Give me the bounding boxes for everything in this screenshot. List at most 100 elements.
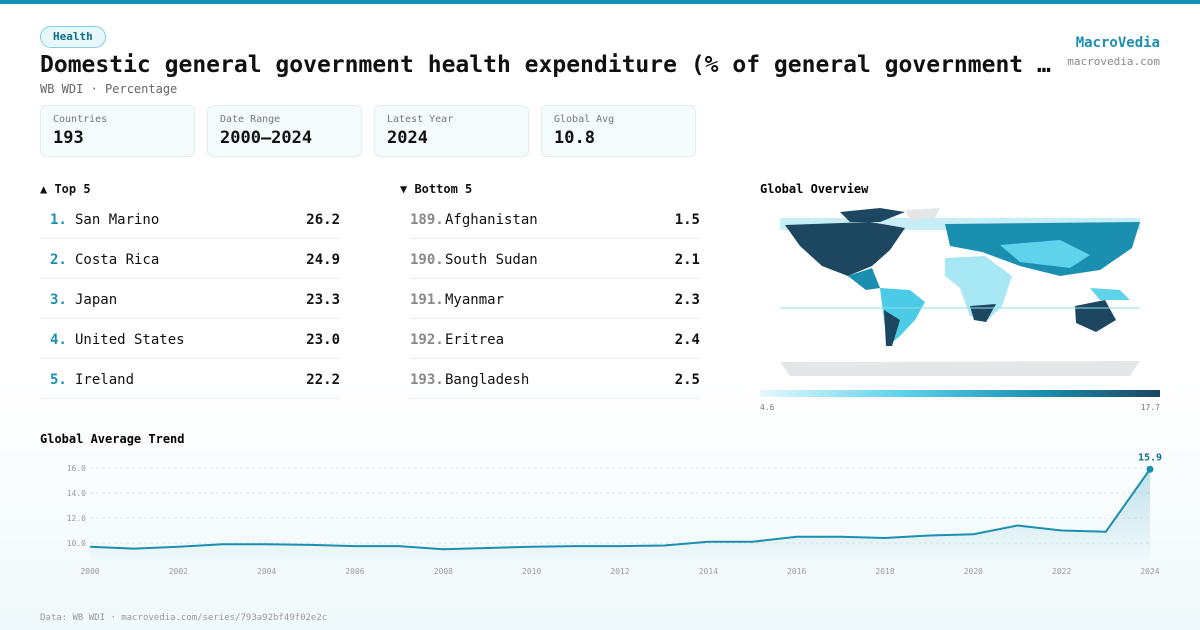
y-tick-label: 10.0: [67, 539, 86, 548]
site-url: macrovedia.com: [1067, 55, 1160, 68]
row-separator: [410, 398, 700, 399]
country-value: 24.9: [306, 252, 340, 268]
rank: 1.: [50, 212, 67, 228]
rank: 192.: [410, 332, 444, 348]
country-name: Eritrea: [445, 332, 505, 348]
country-name: San Marino: [75, 212, 160, 228]
rank: 4.: [50, 332, 67, 348]
x-tick-label: 2018: [875, 567, 894, 576]
stat-card: Date Range 2000–2024: [207, 105, 362, 157]
country-value: 1.5: [674, 212, 700, 228]
legend-min: 4.6: [760, 403, 775, 412]
country-name: Ireland: [75, 372, 135, 388]
stat-label: Global Avg: [554, 114, 615, 125]
country-name: Japan: [75, 292, 118, 308]
country-value: 22.2: [306, 372, 340, 388]
x-tick-label: 2012: [610, 567, 629, 576]
x-tick-label: 2020: [964, 567, 983, 576]
land: [905, 208, 940, 220]
stat-value: 193: [53, 128, 84, 148]
row-separator: [410, 278, 700, 279]
subtitle: WB WDI · Percentage: [40, 82, 178, 96]
rank: 5.: [50, 372, 67, 388]
land: [1000, 240, 1090, 268]
brand: MacroVedia: [1075, 35, 1160, 51]
y-tick-label: 12.0: [67, 514, 86, 523]
country-value: 23.0: [306, 332, 340, 348]
country-value: 23.3: [306, 292, 340, 308]
country-value: 26.2: [306, 212, 340, 228]
bottom-title: ▼ Bottom 5: [400, 182, 473, 196]
world-map: [780, 208, 1140, 376]
stat-value: 10.8: [554, 128, 595, 148]
x-tick-label: 2008: [434, 567, 453, 576]
stat-label: Date Range: [220, 114, 281, 125]
stat-card: Countries 193: [40, 105, 195, 157]
rank: 193.: [410, 372, 444, 388]
stat-label: Countries: [53, 114, 108, 125]
land: [1090, 288, 1130, 300]
x-tick-label: 2022: [1052, 567, 1071, 576]
map-title: Global Overview: [760, 182, 869, 196]
end-label: 15.9: [1138, 452, 1162, 463]
country-value: 2.1: [674, 252, 700, 268]
country-name: South Sudan: [445, 252, 538, 268]
top-title: ▲ Top 5: [40, 182, 91, 196]
stat-label: Latest Year: [387, 114, 454, 125]
row-separator: [40, 358, 340, 359]
country-name: Bangladesh: [445, 372, 530, 388]
category-tag: Health: [40, 26, 106, 48]
country-value: 2.4: [674, 332, 700, 348]
country-name: United States: [75, 332, 185, 348]
land: [780, 361, 1140, 376]
trend-line: [89, 468, 1151, 551]
row-separator: [410, 238, 700, 239]
country-name: Myanmar: [445, 292, 505, 308]
stat-value: 2000–2024: [220, 128, 313, 148]
land: [945, 256, 1012, 322]
stat-card: Latest Year 2024: [374, 105, 529, 157]
x-tick-label: 2000: [80, 567, 99, 576]
x-tick-label: 2004: [257, 567, 276, 576]
country-value: 2.5: [674, 372, 700, 388]
row-separator: [40, 398, 340, 399]
x-tick-label: 2010: [522, 567, 541, 576]
row-separator: [40, 318, 340, 319]
rank: 190.: [410, 252, 444, 268]
stat-card: Global Avg 10.8: [541, 105, 696, 157]
row-separator: [40, 238, 340, 239]
rank: 3.: [50, 292, 67, 308]
color-scale: [760, 390, 1160, 397]
y-tick-label: 14.0: [67, 489, 86, 498]
top-stripe: [0, 0, 1200, 4]
country-value: 2.3: [674, 292, 700, 308]
row-separator: [410, 358, 700, 359]
x-tick-label: 2024: [1140, 567, 1159, 576]
x-tick-label: 2002: [169, 567, 188, 576]
country-name: Costa Rica: [75, 252, 160, 268]
rank: 2.: [50, 252, 67, 268]
x-tick-label: 2016: [787, 567, 806, 576]
footer: Data: WB WDI · macrovedia.com/series/793…: [40, 613, 328, 623]
land: [1075, 300, 1116, 332]
row-separator: [410, 318, 700, 319]
rank: 191.: [410, 292, 444, 308]
y-tick-label: 16.0: [67, 464, 86, 473]
chart-title: Global Average Trend: [40, 432, 185, 446]
land: [785, 222, 905, 276]
x-tick-label: 2006: [345, 567, 364, 576]
legend-max: 17.7: [1141, 403, 1160, 412]
land: [840, 208, 905, 222]
country-name: Afghanistan: [445, 212, 538, 228]
row-separator: [40, 278, 340, 279]
stat-value: 2024: [387, 128, 428, 148]
land: [848, 268, 880, 290]
end-point: [1146, 465, 1154, 473]
land: [884, 310, 900, 346]
rank: 189.: [410, 212, 444, 228]
x-tick-label: 2014: [699, 567, 718, 576]
trend-area: [90, 469, 1150, 561]
page-title: Domestic general government health expen…: [40, 52, 1051, 78]
